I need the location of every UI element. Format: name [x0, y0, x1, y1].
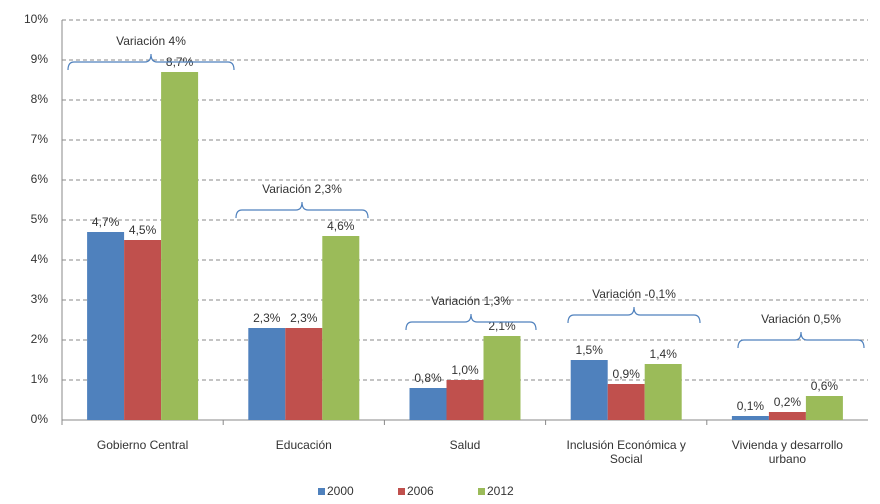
legend-swatch: [318, 488, 325, 495]
legend-label: 2012: [487, 484, 514, 498]
data-label: 0,6%: [811, 379, 839, 393]
data-label: 1,0%: [451, 363, 479, 377]
y-tick-label: 5%: [31, 212, 49, 226]
y-tick-label: 3%: [31, 292, 49, 306]
bar: [161, 72, 199, 420]
y-tick-label: 8%: [31, 92, 49, 106]
data-label: 4,5%: [129, 223, 157, 237]
y-tick-label: 7%: [31, 132, 49, 146]
y-tick-label: 6%: [31, 172, 49, 186]
bar: [768, 412, 806, 420]
data-label: 0,2%: [774, 395, 802, 409]
annotation: Variación 4%: [116, 34, 186, 48]
annotation: Variación 1,3%: [431, 294, 511, 308]
y-tick-label: 4%: [31, 252, 49, 266]
x-tick-label: Salud: [449, 438, 481, 452]
bar: [248, 328, 286, 420]
data-label: 0,1%: [737, 399, 765, 413]
x-tick-label: Educación: [275, 438, 332, 452]
bracket: [567, 306, 701, 324]
legend-label: 2000: [327, 484, 354, 498]
annotation: Variación 0,5%: [761, 312, 841, 326]
bar: [409, 388, 447, 420]
bracket: [405, 313, 537, 331]
data-label: 0,8%: [414, 371, 442, 385]
legend-swatch: [478, 488, 485, 495]
bracket: [67, 53, 235, 71]
data-label: 2,3%: [290, 311, 318, 325]
data-label: 4,6%: [327, 219, 355, 233]
annotation: Variación 2,3%: [262, 182, 342, 196]
y-tick-label: 2%: [31, 332, 49, 346]
y-tick-label: 9%: [31, 52, 49, 66]
bar: [87, 232, 125, 420]
data-label: 0,9%: [613, 367, 641, 381]
data-label: 1,4%: [650, 347, 678, 361]
data-label: 2,3%: [253, 311, 281, 325]
data-label: 2,1%: [488, 319, 516, 333]
bar: [570, 360, 608, 420]
bar: [322, 236, 360, 420]
x-tick-label: Inclusión Económica y Social: [566, 438, 686, 466]
bar: [731, 416, 769, 420]
x-tick-label: Gobierno Central: [96, 438, 189, 452]
legend-label: 2006: [407, 484, 434, 498]
bracket: [235, 201, 369, 219]
bar: [285, 328, 323, 420]
bar: [483, 336, 521, 420]
legend-swatch: [398, 488, 405, 495]
data-label: 4,7%: [92, 215, 120, 229]
bar: [446, 380, 484, 420]
data-label: 1,5%: [576, 343, 604, 357]
y-tick-label: 10%: [24, 12, 48, 26]
y-tick-label: 1%: [31, 372, 49, 386]
bracket: [737, 331, 865, 349]
bar: [805, 396, 843, 420]
bar: [644, 364, 682, 420]
y-tick-label: 0%: [31, 412, 49, 426]
bar: [124, 240, 162, 420]
x-tick-label: Vivienda y desarrollo urbano: [731, 438, 843, 466]
bar: [607, 384, 645, 420]
annotation: Variación -0,1%: [592, 287, 676, 301]
